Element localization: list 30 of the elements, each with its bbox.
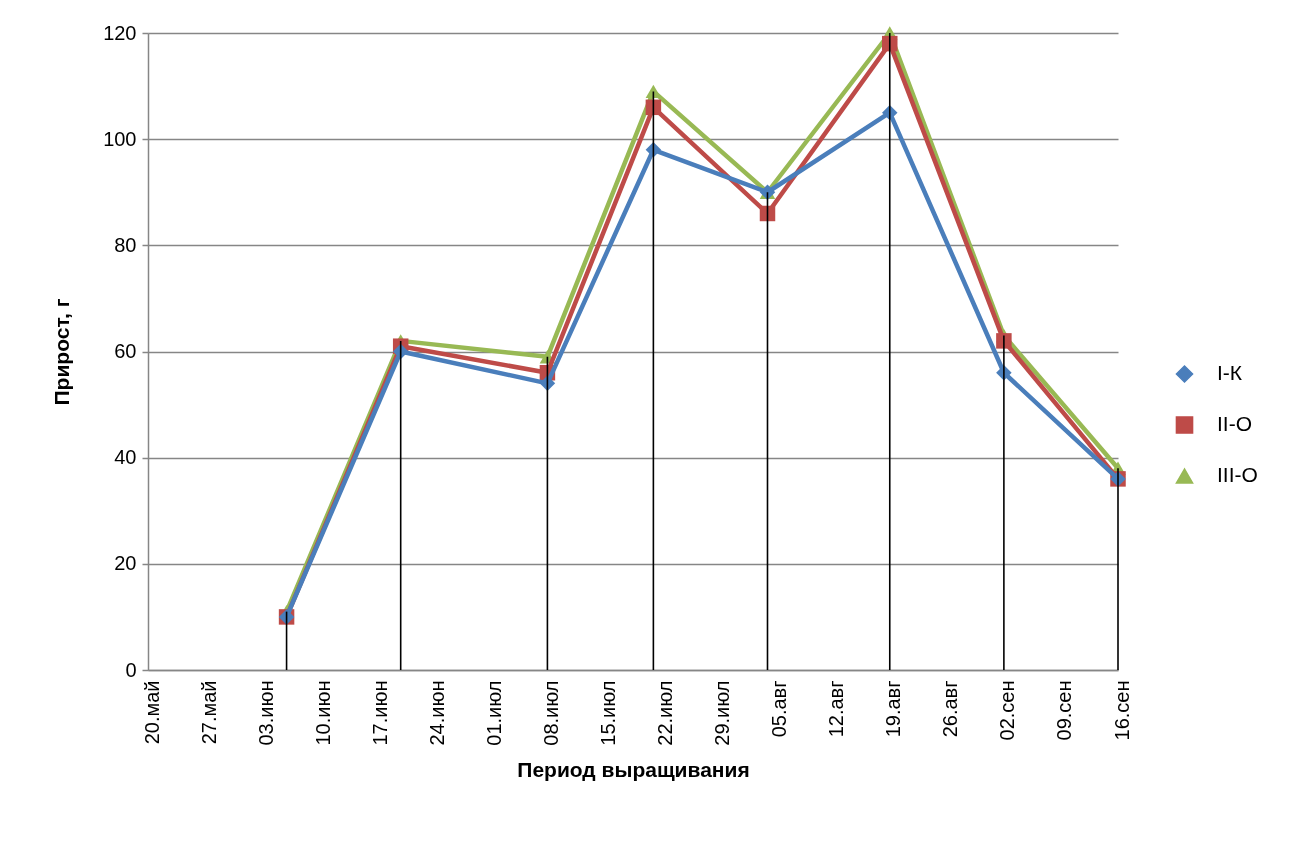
legend-label: II-О (1217, 412, 1252, 435)
x-axis-title: Период выращивания (517, 757, 750, 781)
y-tick-label: 20 (114, 552, 137, 575)
y-tick-label: 120 (103, 21, 137, 44)
x-tick-label: 19.авг (882, 680, 905, 738)
y-tick-label: 0 (125, 658, 137, 681)
x-tick-label: 29.июл (711, 680, 734, 746)
x-tick-label: 27.май (197, 680, 220, 745)
x-tick-label: 22.июл (654, 680, 677, 746)
y-axis-title: Прирост, г (50, 298, 74, 406)
x-tick-label: 12.авг (825, 680, 848, 738)
x-tick-label: 24.июн (425, 680, 448, 746)
x-tick-label: 01.июл (482, 680, 505, 746)
y-tick-label: 100 (103, 127, 137, 150)
y-tick-label: 80 (114, 233, 137, 256)
x-tick-label: 16.сен (1110, 680, 1133, 741)
x-tick-label: 26.авг (939, 680, 962, 738)
y-tick-label: 60 (114, 340, 137, 362)
x-tick-label: 15.июл (596, 680, 619, 746)
x-tick-label: 20.май (140, 680, 163, 745)
x-tick-label: 09.сен (1053, 680, 1076, 741)
x-tick-label: 02.сен (996, 680, 1019, 741)
x-tick-label: 17.июн (368, 680, 391, 746)
x-tick-label: 08.июл (539, 680, 562, 746)
x-tick-label: 05.авг (768, 680, 791, 738)
y-tick-label: 40 (114, 446, 137, 469)
x-tick-label: 10.июн (311, 680, 334, 746)
x-tick-label: 03.июн (254, 680, 277, 746)
legend-label: I-К (1217, 361, 1243, 384)
legend-label: III-О (1217, 463, 1258, 486)
